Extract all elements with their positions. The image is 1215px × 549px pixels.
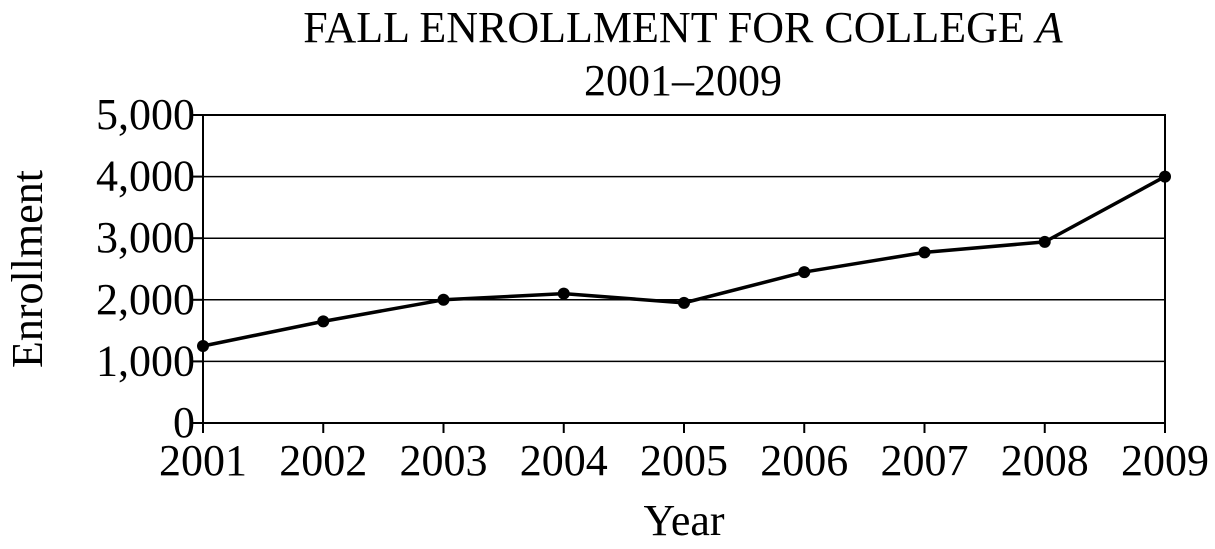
x-tick-label-2004: 2004 [520,436,608,485]
x-tick-layer: 2001 2002 2003 2004 2005 2006 2007 2008 2009 [159,423,1209,485]
chart-subtitle: 2001–2009 [584,56,782,105]
chart-title-italic: A [1033,3,1064,52]
y-tick-layer: 0 1,000 2,000 3,000 4,000 5,000 [96,90,203,447]
x-tick-label-2005: 2005 [640,436,728,485]
x-tick-label-2007: 2007 [881,436,969,485]
y-axis-label: Enrollment [3,170,52,368]
data-point-2008 [1038,235,1051,248]
series-layer [197,170,1171,352]
chart-title: FALL ENROLLMENT FOR COLLEGE A [303,3,1064,52]
y-tick-label-1000: 1,000 [96,336,195,385]
data-point-2006 [798,266,811,279]
x-tick-label-2002: 2002 [279,436,367,485]
data-point-2001 [197,340,209,352]
x-tick-label-2008: 2008 [1001,436,1089,485]
plot-area-frame [202,114,1166,424]
data-point-2007 [918,246,931,259]
x-tick-label-2001: 2001 [159,436,247,485]
y-tick-label-3000: 3,000 [96,213,195,262]
chart-title-main: FALL ENROLLMENT FOR COLLEGE [303,3,1036,52]
data-point-2009 [1159,170,1171,183]
y-tick-label-4000: 4,000 [96,152,195,201]
series-line-0 [202,175,1166,348]
data-point-2005 [678,296,690,309]
y-tick-label-2000: 2,000 [96,275,195,324]
y-tick-label-5000: 5,000 [96,90,195,139]
data-point-2004 [557,287,570,300]
x-axis-label: Year [643,496,724,545]
data-point-2003 [437,293,450,306]
x-tick-label-2009: 2009 [1121,436,1209,485]
x-tick-label-2003: 2003 [400,436,488,485]
grid-layer [203,175,1165,363]
data-point-2002 [317,315,330,328]
x-tick-label-2006: 2006 [760,436,848,485]
y-tick-label-0: 0 [173,398,195,447]
